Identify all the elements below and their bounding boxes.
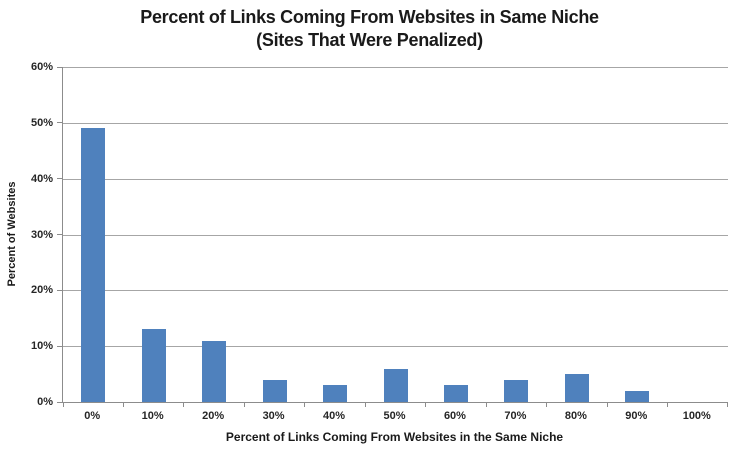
y-axis-tick	[57, 122, 63, 124]
bar-20%	[202, 340, 227, 402]
x-tick-label: 80%	[564, 410, 587, 422]
x-tick-label: 40%	[323, 410, 346, 422]
x-axis-tick	[122, 403, 124, 407]
x-axis-tick	[364, 403, 366, 407]
y-axis-tick	[57, 234, 63, 235]
bar-60%	[443, 385, 468, 402]
x-axis-title: Percent of Links Coming From Websites in…	[225, 430, 564, 444]
x-axis-tick-labels: 0% 10% 20% 30% 40% 50% 60% 70% 80% 90% 100%	[62, 410, 727, 426]
y-tick-label: 10%	[30, 340, 53, 353]
x-axis-tick	[667, 403, 669, 407]
bar-40%	[323, 385, 348, 402]
x-tick-label: 70%	[504, 410, 527, 422]
gridline-50	[63, 122, 728, 124]
gridline-10	[63, 346, 728, 348]
x-axis-tick	[485, 403, 487, 407]
y-tick-label: 0%	[37, 396, 53, 408]
y-axis-tick	[57, 401, 63, 403]
x-tick-label: 90%	[625, 410, 648, 422]
x-tick-label: 20%	[202, 410, 225, 422]
bar-50%	[383, 368, 408, 402]
x-axis-tick	[727, 403, 728, 407]
gridline-60	[63, 67, 728, 68]
x-tick-label: 0%	[84, 410, 101, 422]
x-axis-tick	[62, 403, 64, 407]
bar-0%	[81, 128, 106, 402]
x-tick-label: 60%	[443, 410, 466, 422]
y-axis-tick	[57, 66, 63, 68]
x-axis-tick	[546, 403, 548, 407]
x-axis-tick	[243, 403, 245, 407]
bar-80%	[564, 374, 589, 402]
x-axis-tick	[304, 403, 306, 407]
chart-title: Percent of Links Coming From Websites in…	[0, 6, 739, 52]
bar-90%	[625, 390, 650, 402]
y-tick-label: 30%	[30, 228, 53, 241]
y-tick-label: 60%	[30, 61, 53, 73]
bar-70%	[504, 379, 529, 402]
x-axis-tick	[606, 403, 608, 407]
y-tick-label: 20%	[30, 284, 53, 297]
gridline-40	[63, 178, 728, 180]
x-axis-tick	[183, 403, 185, 407]
x-tick-label: 30%	[262, 410, 285, 422]
y-axis-tick	[57, 345, 63, 347]
x-tick-label: 50%	[383, 410, 406, 422]
y-tick-label: 40%	[30, 172, 53, 185]
y-axis-tick	[57, 178, 63, 180]
x-tick-label: 10%	[141, 410, 164, 422]
gridline-30	[63, 234, 728, 236]
plot-area	[57, 66, 728, 407]
x-axis-tick	[425, 403, 427, 407]
gridline-20	[63, 290, 728, 292]
chart-title-line2: (Sites That Were Penalized)	[256, 30, 483, 50]
chart-title-line1: Percent of Links Coming From Websites in…	[140, 7, 599, 27]
y-tick-label: 50%	[30, 116, 53, 129]
y-axis-tick-labels: 0% 10% 20% 30% 40% 50% 60%	[0, 61, 61, 408]
bar-10%	[141, 329, 166, 402]
x-tick-label: 100%	[682, 410, 711, 422]
y-axis-tick	[57, 289, 63, 291]
bar-30%	[262, 379, 287, 402]
